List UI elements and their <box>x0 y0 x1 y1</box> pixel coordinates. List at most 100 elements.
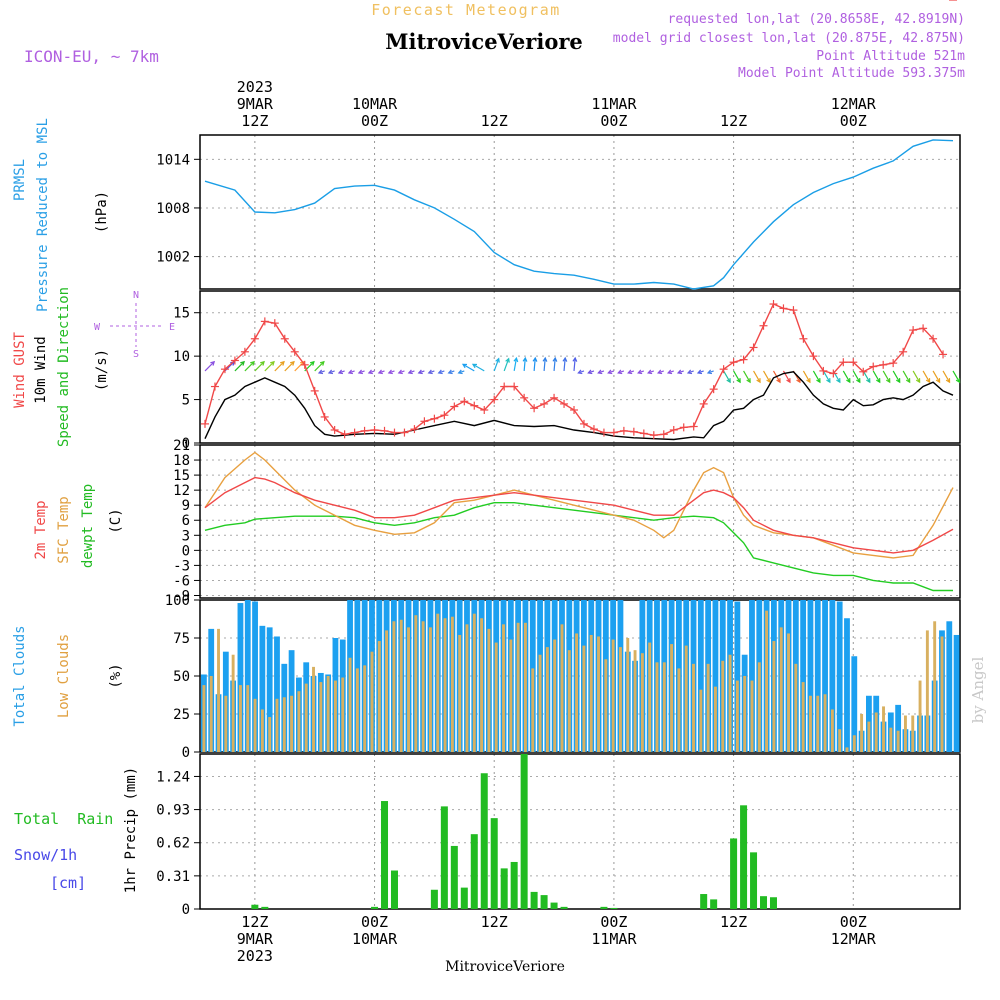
precip-bar <box>769 897 777 909</box>
model-altitude: Model Point Altitude 593.375m <box>738 66 965 81</box>
top-tick-label: 00Z <box>361 112 388 130</box>
low-cloud-bar <box>699 689 703 752</box>
total-cloud-bar <box>237 603 244 752</box>
low-cloud-bar <box>597 636 600 752</box>
low-cloud-bar <box>940 636 944 752</box>
y-tick-label: 0 <box>182 902 190 918</box>
wind-arrow <box>842 370 851 383</box>
y-tick-label: 6 <box>182 513 190 529</box>
wind-arrowhead <box>317 369 324 375</box>
low-cloud-bar <box>341 677 345 752</box>
wind-arrowhead <box>676 369 683 375</box>
low-cloud-bar <box>735 680 739 752</box>
low-cloud-bar <box>582 645 586 752</box>
cloud-unit: (%) <box>108 663 124 688</box>
wind-arrowhead <box>786 378 791 384</box>
precip-bar <box>460 887 468 909</box>
wind-arrowhead <box>240 360 245 366</box>
total-cloud-bar <box>807 600 814 752</box>
total-cloud-bar <box>697 600 704 752</box>
pressure-panel <box>199 134 961 290</box>
top-tick-label: 00Z <box>840 112 867 130</box>
bottom-tick-label: 11MAR <box>591 930 637 948</box>
y-tick-label: 12 <box>173 483 190 499</box>
precip-bar <box>600 906 608 909</box>
wind-10m-label: 10m Wind <box>33 336 49 403</box>
low-cloud-bar <box>589 634 593 752</box>
wind-arrowhead <box>522 356 528 362</box>
low-cloud-bar <box>414 615 418 752</box>
top-tick-label: 2023 <box>237 78 273 96</box>
wind-arrowhead <box>736 378 741 384</box>
wind-arrowhead <box>876 378 881 384</box>
wind-arrowhead <box>915 378 921 384</box>
wind-arrowhead <box>417 369 423 375</box>
compass-e: E <box>169 322 175 333</box>
y-tick-label: 15 <box>173 468 190 484</box>
wind-arrow <box>902 370 911 383</box>
wind-arrowhead <box>427 369 433 375</box>
wind-arrowhead <box>495 357 500 363</box>
top-tick-label: 10MAR <box>352 95 398 113</box>
low-cloud-bar <box>428 627 432 752</box>
wind-arrowhead <box>505 357 510 363</box>
precip-bar <box>371 906 379 909</box>
precip-bars <box>251 754 777 909</box>
wind-arrowhead <box>597 369 603 375</box>
bottom-tick-label: 2023 <box>237 947 273 965</box>
wind-series <box>200 0 961 441</box>
precip-bar <box>490 818 498 909</box>
y-tick-label: 100 <box>165 593 190 609</box>
wind-arrowhead <box>552 356 558 362</box>
wind-arrow <box>294 361 305 372</box>
wind-arrowhead <box>925 378 931 384</box>
low-cloud-bar <box>852 735 856 752</box>
wind-arrowhead <box>955 378 961 384</box>
temperature-series <box>204 451 954 592</box>
low-cloud-bar <box>209 676 213 752</box>
y-tick-label: 1.24 <box>156 769 190 785</box>
wind-arrow <box>733 370 741 383</box>
low-cloud-bar <box>896 730 900 752</box>
total-cloud-bar <box>749 600 755 752</box>
compass-w: W <box>94 322 101 333</box>
wind-arrowhead <box>250 360 255 366</box>
wind-arrowhead <box>696 369 703 375</box>
y-tick-label: 18 <box>173 453 190 469</box>
dewpt-label: dewpt Temp <box>80 484 96 568</box>
footer-station: MitroviceVeriore <box>445 959 565 975</box>
wind-arrowhead <box>347 369 353 375</box>
bottom-tick-label: 00Z <box>840 913 867 931</box>
y-tick-label: 0 <box>182 543 190 559</box>
total-cloud-bar <box>829 600 836 752</box>
low-cloud-bar <box>494 642 498 752</box>
low-cloud-bar <box>801 682 805 752</box>
low-cloud-bar <box>575 633 579 752</box>
low-cloud-bar <box>670 644 674 752</box>
low-cloud-bar <box>443 618 447 752</box>
wind-arrowhead <box>646 369 653 375</box>
y-tick-label: 1014 <box>156 152 190 168</box>
wind-arrowhead <box>319 360 325 366</box>
low-cloud-bar <box>662 662 666 752</box>
y-tick-label: -6 <box>173 573 190 589</box>
low-cloud-bar <box>604 659 608 752</box>
wind-arrow <box>503 358 510 372</box>
wind-arrowhead <box>387 369 393 375</box>
low-cloud-bar <box>436 613 440 752</box>
low-cloud-bar <box>253 698 257 752</box>
low-cloud-bar <box>523 622 527 752</box>
sfc-temp-label: SFC Temp <box>56 496 72 563</box>
low-cloud-bar <box>458 634 462 752</box>
y-tick-label: 0.93 <box>156 803 190 819</box>
model-label: ICON-EU, ~ 7km <box>24 47 159 66</box>
low-cloud-bar <box>633 650 637 752</box>
low-cloud-label: Low Clouds <box>56 634 72 718</box>
wind-arrowhead <box>377 369 383 375</box>
rain-label: Total Rain <box>14 810 113 828</box>
wind-arrow <box>882 370 891 383</box>
wind-arrowhead <box>461 363 468 369</box>
y-tick-label: 0.62 <box>156 836 190 852</box>
wind-arrowhead <box>577 369 583 375</box>
